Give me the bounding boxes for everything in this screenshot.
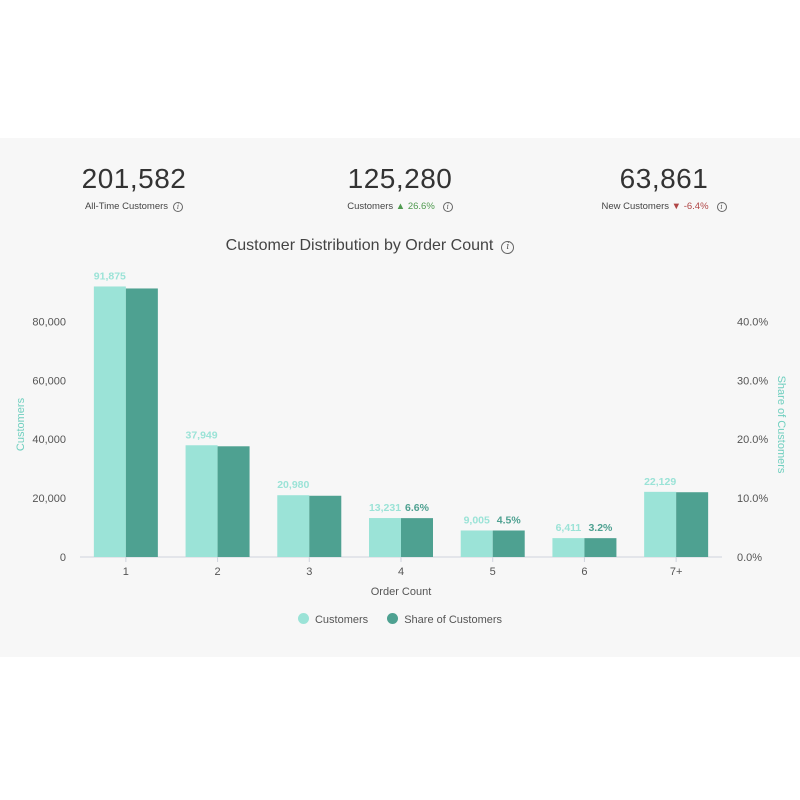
info-icon[interactable]: i	[716, 202, 727, 212]
x-tick-label: 2	[215, 566, 221, 578]
kpi-delta: 26.6%	[407, 201, 435, 212]
chart-legend: Customers Share of Customers	[0, 613, 800, 627]
y-axis-title: Customers	[15, 397, 27, 451]
data-label-customers: 6,411	[556, 522, 582, 534]
y2-tick-label: 40.0%	[737, 316, 768, 328]
legend-swatch-customers	[297, 613, 309, 624]
data-label-share: 6.6%	[405, 502, 430, 514]
kpi-label-row: New Customers ▼ -6.4% i	[544, 201, 784, 213]
bar-share	[125, 288, 158, 557]
x-tick-label: 4	[398, 566, 404, 578]
data-label-share: 4.5%	[497, 514, 522, 526]
kpi-label-row: All-Time Customers i	[14, 201, 254, 213]
bar-customers	[552, 538, 585, 557]
x-tick-label: 1	[123, 566, 129, 578]
data-label-customers: 22,129	[644, 476, 676, 488]
info-icon[interactable]: i	[501, 241, 515, 254]
data-label-customers: 9,005	[464, 514, 490, 526]
data-label-customers: 20,980	[277, 479, 309, 491]
dashboard-panel: 201,582 All-Time Customers i 125,280 Cust…	[0, 138, 800, 657]
info-icon[interactable]: i	[173, 202, 184, 212]
y-tick-label: 60,000	[32, 375, 66, 387]
y-tick-label: 80,000	[32, 316, 66, 328]
data-label-customers: 13,231	[369, 502, 401, 514]
data-label-customers: 37,949	[186, 429, 218, 441]
x-tick-label: 6	[581, 566, 587, 578]
bar-share	[309, 495, 342, 557]
bar-customers	[369, 518, 401, 557]
data-label-customers: 91,875	[94, 270, 126, 282]
y-tick-label: 20,000	[32, 493, 66, 505]
bar-share	[676, 492, 709, 557]
kpi-value: 201,582	[81, 163, 187, 194]
bar-share	[492, 530, 525, 557]
legend-label: Share of Customers	[404, 614, 503, 626]
kpi-label: New Customers	[601, 201, 670, 212]
kpi-all-time-customers: 201,582 All-Time Customers i	[14, 163, 254, 213]
y2-tick-label: 10.0%	[737, 493, 768, 505]
x-axis-title: Order Count	[371, 586, 432, 598]
bar-customers	[644, 491, 677, 557]
info-icon[interactable]: i	[442, 202, 453, 212]
kpi-label: Customers	[347, 201, 394, 212]
legend-item-share[interactable]: Share of Customers	[387, 613, 502, 627]
legend-label: Customers	[314, 614, 369, 626]
kpi-value: 63,861	[619, 163, 709, 194]
y2-axis-title: Share of Customers	[775, 376, 787, 474]
y-tick-label: 0	[60, 552, 66, 564]
trend-down-icon: ▼	[671, 201, 682, 212]
kpi-new-customers: 63,861 New Customers ▼ -6.4% i	[544, 163, 784, 213]
chart-title: Customer Distribution by Order Count	[225, 237, 494, 254]
legend-swatch-share	[387, 613, 399, 624]
bar-customers	[185, 445, 218, 557]
trend-up-icon: ▲	[395, 201, 406, 212]
y-tick-label: 40,000	[32, 434, 66, 446]
kpi-delta: -6.4%	[683, 201, 709, 212]
kpi-customers: 125,280 Customers ▲ 26.6% i	[280, 163, 520, 213]
y2-tick-label: 20.0%	[737, 434, 768, 446]
x-tick-label: 7+	[670, 566, 683, 578]
x-tick-label: 3	[306, 566, 312, 578]
chart-title-row: Customer Distribution by Order Count i	[0, 236, 740, 256]
x-tick-label: 5	[490, 566, 496, 578]
bar-customers	[93, 286, 126, 557]
bar-customers	[460, 530, 493, 557]
kpi-label: All-Time Customers	[84, 201, 169, 212]
legend-item-customers[interactable]: Customers	[297, 613, 369, 627]
bar-share	[584, 538, 617, 557]
bar-chart: 0 20,000 40,000 60,000 80,000 0.0% 10.0% 20.0% 3…	[15, 270, 787, 598]
bar-customers	[277, 495, 310, 557]
bar-share	[401, 518, 433, 557]
y2-tick-label: 0.0%	[737, 552, 762, 564]
data-label-share: 3.2%	[588, 522, 613, 534]
kpi-label-row: Customers ▲ 26.6% i	[280, 201, 520, 213]
y2-tick-label: 30.0%	[737, 375, 768, 387]
bar-share	[217, 446, 250, 557]
kpi-value: 125,280	[347, 163, 453, 194]
